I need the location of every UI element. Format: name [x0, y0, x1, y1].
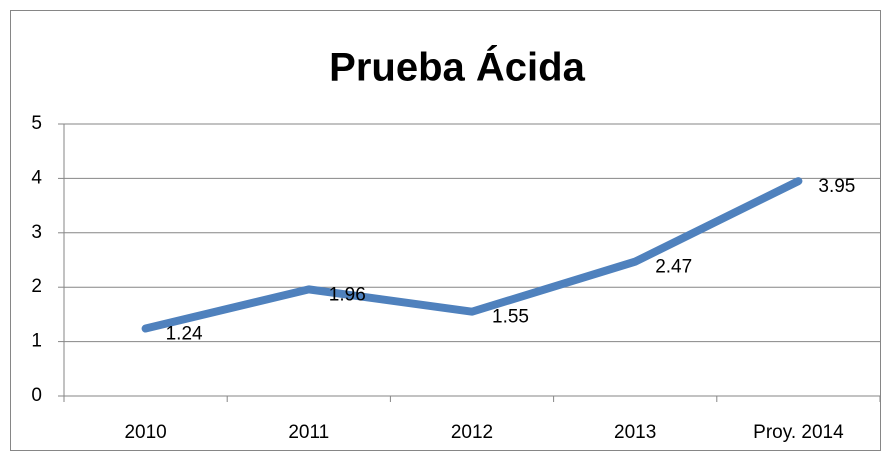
- data-line: [141, 177, 803, 333]
- y-tick-label: 5: [31, 113, 42, 134]
- data-label: 1.24: [166, 324, 203, 345]
- x-tick-label: 2013: [614, 422, 656, 443]
- chart-title: Prueba Ácida: [329, 45, 585, 90]
- x-tick-label: 2012: [451, 422, 493, 443]
- data-label: 3.95: [818, 176, 855, 197]
- y-tick-label: 2: [31, 276, 42, 297]
- x-tick-label: 2010: [124, 422, 166, 443]
- data-label: 2.47: [655, 257, 692, 278]
- y-tick-label: 3: [31, 222, 42, 243]
- y-tick-label: 4: [31, 167, 42, 188]
- data-label: 1.96: [329, 284, 366, 305]
- x-tick-label: Proy. 2014: [753, 422, 844, 443]
- x-tick-label: 2011: [288, 422, 329, 443]
- data-label: 1.55: [492, 307, 529, 328]
- chart-border: [10, 10, 881, 451]
- y-tick-label: 0: [31, 385, 42, 406]
- y-tick-label: 1: [31, 331, 42, 352]
